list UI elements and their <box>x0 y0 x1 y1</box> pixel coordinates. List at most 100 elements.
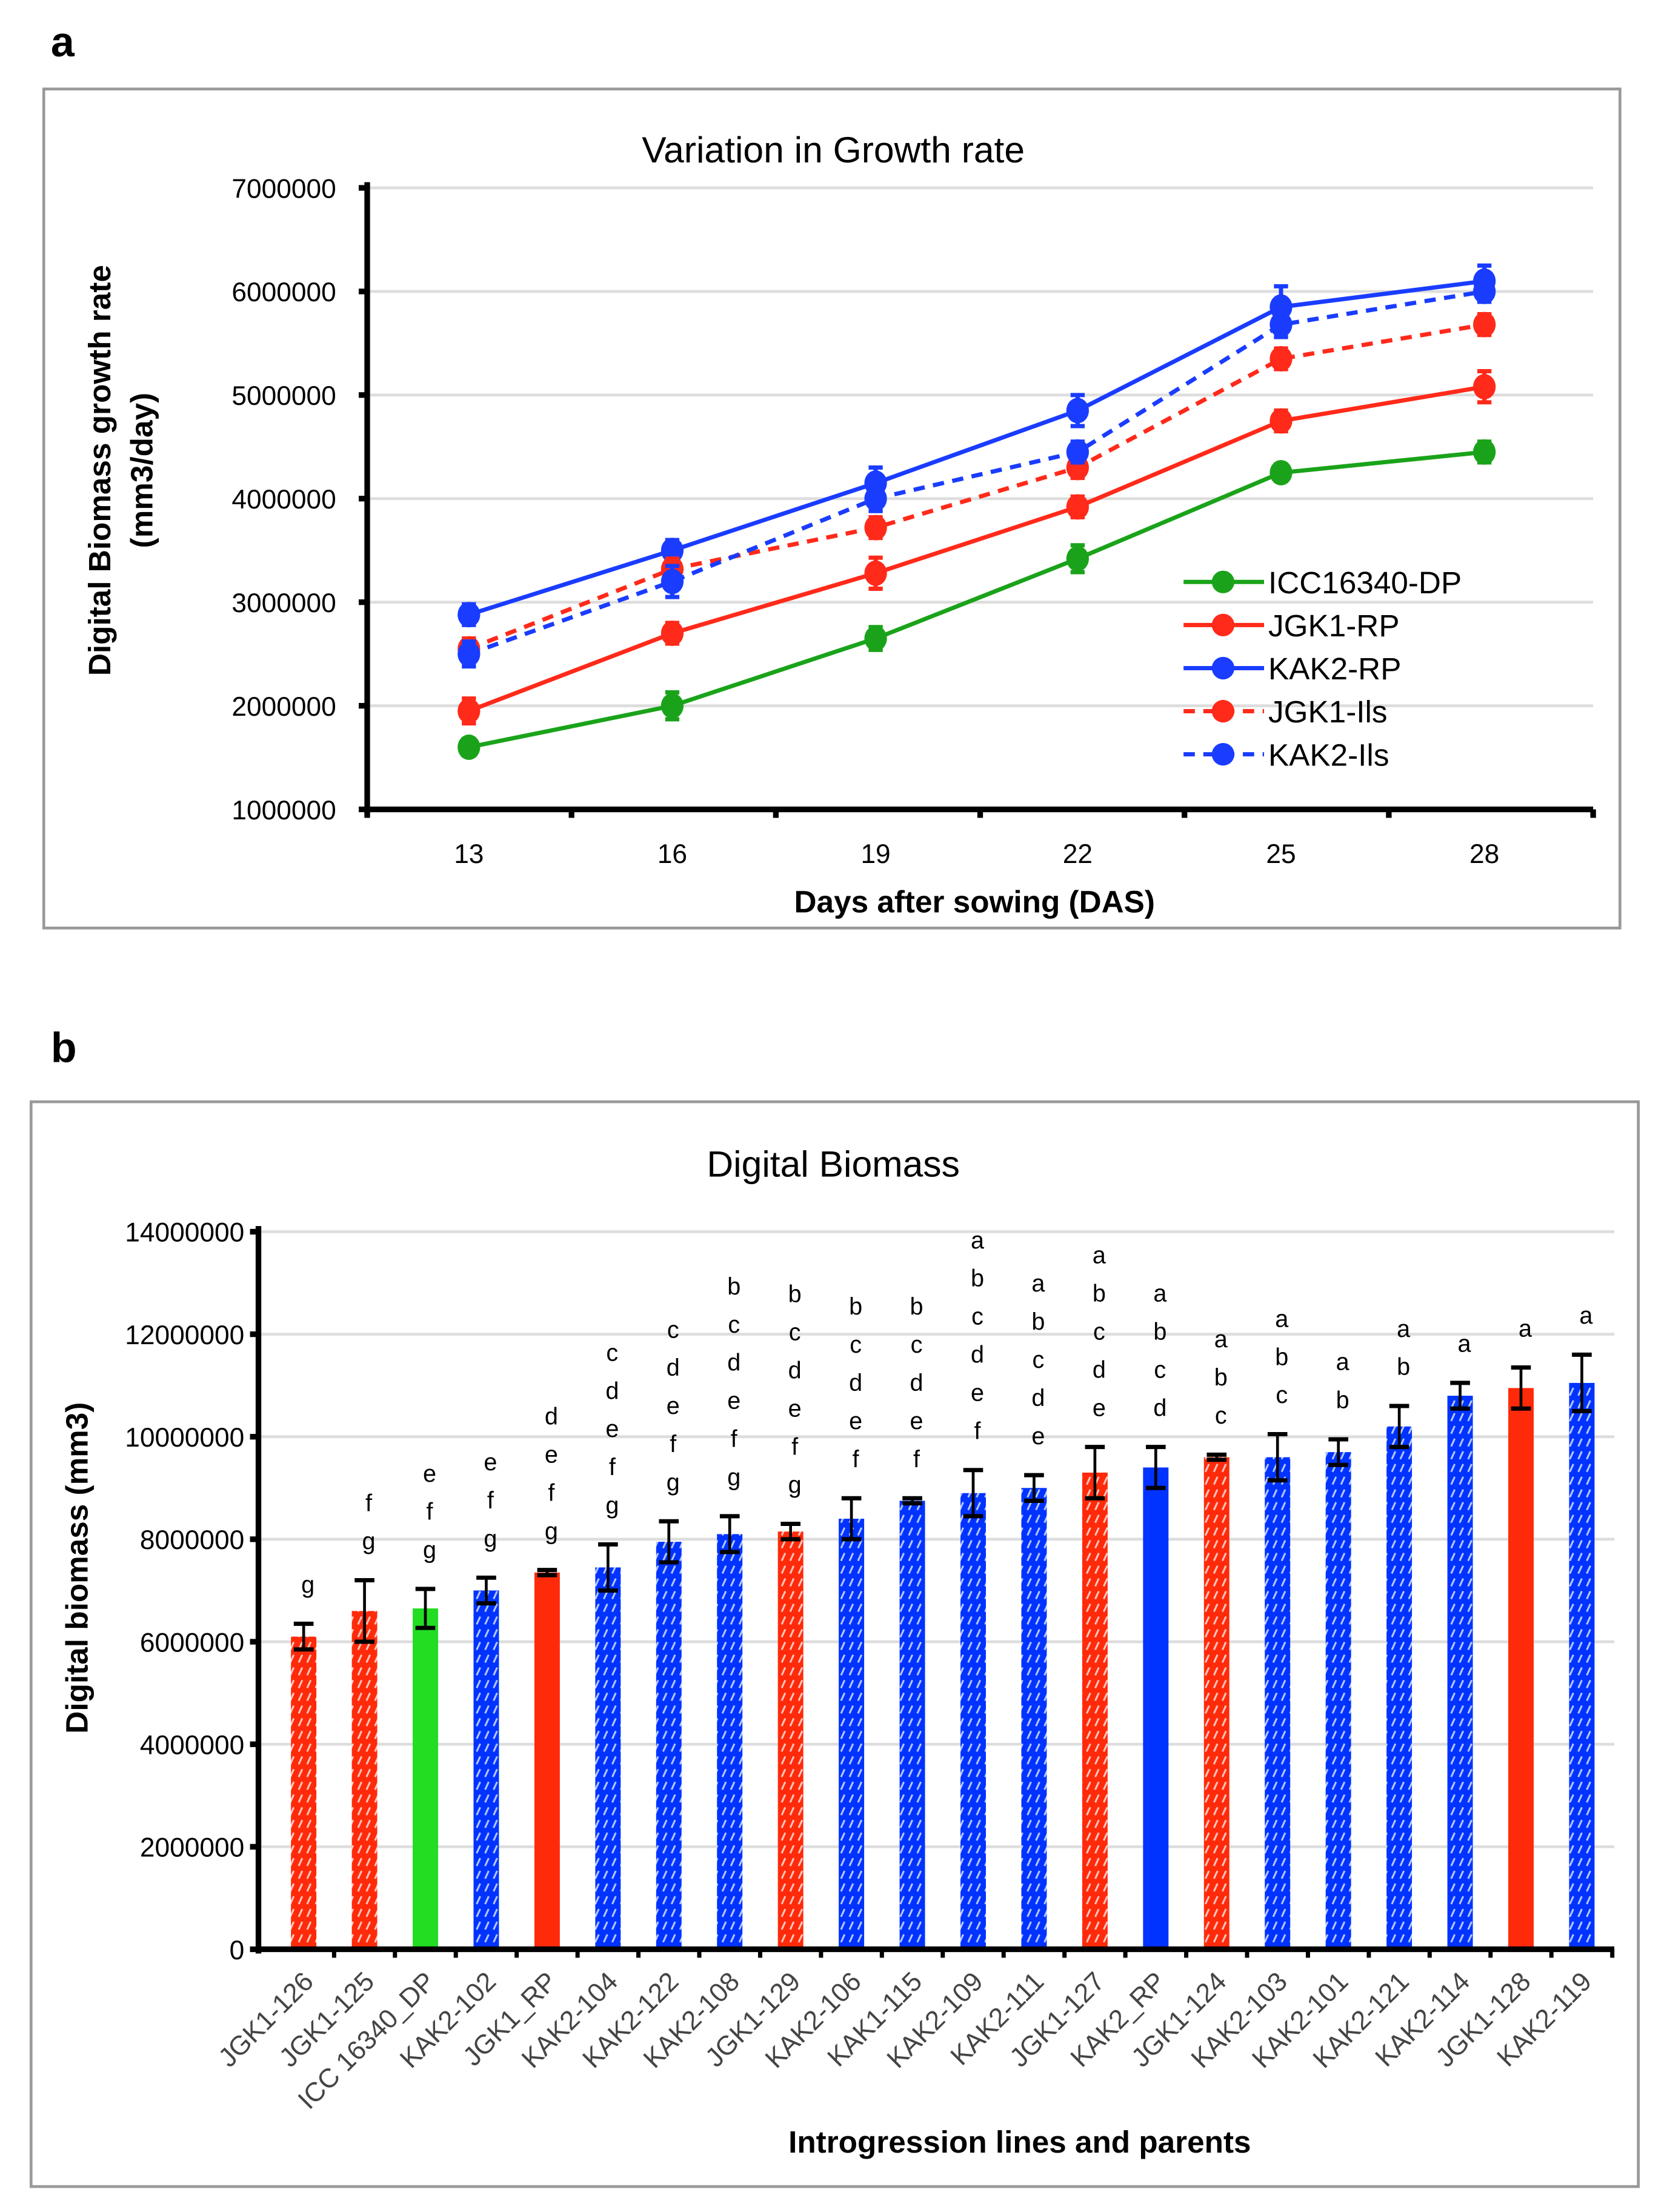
significance-letter: f <box>426 1499 433 1525</box>
significance-letter: c <box>728 1311 740 1338</box>
significance-letter: f <box>853 1446 860 1473</box>
significance-letter: g <box>484 1525 497 1552</box>
significance-letter: d <box>1093 1356 1106 1383</box>
significance-letter: a <box>1397 1316 1411 1342</box>
significance-letter: c <box>1033 1347 1045 1373</box>
series-JGK1-RP: JGK1-RP <box>458 369 1496 726</box>
data-point <box>1269 460 1293 486</box>
data-point <box>1472 311 1496 338</box>
significance-letter: b <box>727 1273 740 1300</box>
significance-letter: b <box>1275 1344 1288 1370</box>
significance-letter: f <box>670 1431 677 1457</box>
bar <box>595 1567 621 1950</box>
y-tick-label: 14000000 <box>125 1218 244 1248</box>
data-point <box>1269 346 1293 372</box>
significance-letter: a <box>1458 1331 1472 1358</box>
significance-letter: e <box>849 1408 862 1434</box>
bar <box>1386 1426 1412 1950</box>
significance-letter: e <box>727 1388 740 1414</box>
bar <box>291 1636 317 1950</box>
significance-letter: c <box>1093 1319 1105 1345</box>
series-ICC16340-DP: ICC16340-DP <box>458 439 1496 760</box>
bar <box>1508 1388 1534 1950</box>
y-tick-label: 0 <box>230 1936 245 1965</box>
significance-letter: d <box>788 1357 802 1384</box>
panel-label-a: a <box>51 18 75 65</box>
bar <box>1203 1457 1229 1950</box>
significance-letter: d <box>667 1354 680 1381</box>
significance-letter: c <box>667 1316 679 1343</box>
significance-letter: f <box>731 1426 738 1453</box>
significance-letter: a <box>1519 1315 1532 1342</box>
legend-label: ICC16340-DP <box>1268 565 1462 600</box>
significance-letter: c <box>911 1331 923 1358</box>
significance-letter: c <box>1154 1356 1166 1383</box>
bar <box>1021 1488 1047 1950</box>
significance-letter: a <box>1336 1349 1350 1376</box>
data-point <box>1472 278 1496 304</box>
significance-letter: b <box>788 1281 802 1308</box>
bar <box>473 1590 499 1950</box>
bar <box>899 1501 925 1950</box>
bar <box>1143 1467 1169 1950</box>
significance-letter: f <box>487 1487 494 1514</box>
significance-letter: c <box>1276 1382 1288 1408</box>
significance-letter: b <box>971 1265 984 1292</box>
legend-label: JGK1-Ils <box>1268 695 1388 729</box>
significance-letter: g <box>301 1571 314 1598</box>
significance-letter: d <box>727 1350 740 1376</box>
y-tick-label: 4000000 <box>140 1730 244 1760</box>
panel-label-b: b <box>51 1024 77 1071</box>
bar <box>413 1608 438 1950</box>
significance-letter: c <box>971 1304 983 1330</box>
significance-letter: d <box>605 1378 619 1404</box>
data-point <box>1066 398 1090 424</box>
significance-letter: b <box>1336 1387 1349 1414</box>
legend-label: KAK2-Ils <box>1268 738 1389 772</box>
bar <box>960 1493 986 1950</box>
significance-letter: e <box>484 1449 497 1476</box>
legend-marker <box>1211 742 1235 766</box>
data-point <box>864 485 887 511</box>
y-tick-label: 6000000 <box>231 278 336 307</box>
significance-letter: c <box>850 1331 862 1358</box>
significance-letter: b <box>1214 1364 1228 1391</box>
significance-letter: e <box>667 1393 680 1419</box>
y-axis-label: Digital biomass (mm3) <box>60 1402 95 1734</box>
significance-letter: e <box>1031 1423 1045 1450</box>
significance-letter: a <box>1579 1302 1593 1329</box>
y-tick-label: 5000000 <box>231 381 336 411</box>
significance-letter: d <box>1153 1394 1166 1421</box>
significance-letter: e <box>788 1395 802 1422</box>
x-tick-label: 25 <box>1266 839 1296 869</box>
significance-letter: g <box>605 1492 619 1519</box>
data-point <box>660 620 684 646</box>
legend-label: JGK1-RP <box>1268 608 1400 643</box>
significance-letter: d <box>971 1342 984 1368</box>
bar <box>1569 1382 1595 1950</box>
series-line <box>468 289 1485 656</box>
legend-marker <box>1211 570 1235 593</box>
bar <box>1265 1457 1291 1950</box>
significance-letter: b <box>849 1293 862 1320</box>
data-point <box>1472 374 1496 400</box>
y-tick-label: 1000000 <box>231 796 336 825</box>
significance-letter: a <box>1031 1270 1045 1297</box>
y-tick-label: 12000000 <box>125 1321 244 1350</box>
significance-letter: f <box>791 1433 799 1460</box>
significance-letter: d <box>1031 1385 1045 1411</box>
significance-letter: f <box>548 1479 555 1506</box>
significance-letter: b <box>1153 1319 1166 1345</box>
bar <box>839 1519 865 1950</box>
significance-letter: g <box>423 1537 436 1564</box>
data-point <box>458 698 481 724</box>
significance-letter: a <box>1214 1326 1228 1353</box>
data-point <box>458 641 481 667</box>
bar <box>351 1611 378 1950</box>
significance-letter: c <box>606 1339 618 1366</box>
chart-a: 1000000 2000000 3000000 4000000 5000000 60000… <box>82 174 1596 919</box>
significance-letter: e <box>423 1461 436 1487</box>
significance-letter: a <box>1275 1305 1289 1332</box>
panel-a-frame <box>42 87 1622 930</box>
x-axis-label: Days after sowing (DAS) <box>794 885 1155 919</box>
